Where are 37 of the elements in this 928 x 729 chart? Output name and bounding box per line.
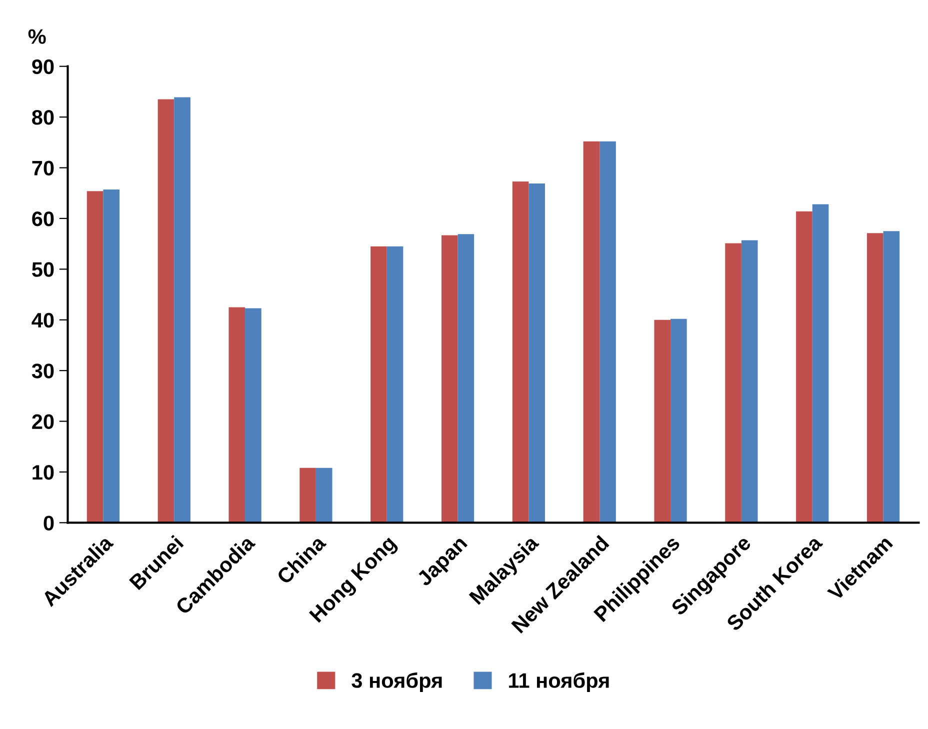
y-tick-label: 60: [32, 211, 54, 226]
bar: [228, 307, 246, 523]
y-tick-label: 20: [32, 414, 54, 430]
bar: [741, 240, 758, 523]
bar: [883, 231, 900, 523]
bar: [316, 468, 332, 523]
y-tick-label: 80: [32, 110, 54, 125]
bar: [600, 141, 616, 523]
y-tick-label: 50: [32, 262, 54, 277]
bar: [512, 181, 529, 523]
y-axis-title: %: [28, 29, 46, 44]
bar: [670, 318, 687, 523]
bar: [174, 97, 190, 523]
y-tick-label: 0: [44, 516, 54, 530]
bar: [441, 235, 458, 523]
bar: [458, 234, 474, 523]
bar: [86, 191, 104, 523]
bar: [725, 243, 742, 523]
legend-label: 3 ноября: [352, 672, 442, 692]
bar: [796, 211, 812, 523]
y-tick-label: 70: [32, 160, 54, 176]
bar: [158, 99, 174, 523]
y-tick-label: 30: [32, 364, 54, 378]
bar: [386, 246, 404, 523]
bar: [812, 204, 829, 523]
bar: [103, 190, 120, 523]
y-tick-label: 40: [32, 312, 54, 328]
y-tick-label: 10: [32, 464, 54, 480]
bar: [654, 320, 671, 523]
bar: [300, 468, 316, 523]
y-tick-label: 90: [32, 59, 54, 74]
bar: [866, 233, 884, 523]
bar: [370, 246, 387, 523]
bar: [583, 141, 600, 523]
bar: [245, 308, 262, 523]
bar: [528, 183, 545, 523]
legend-label: 11 ноября: [509, 672, 609, 692]
